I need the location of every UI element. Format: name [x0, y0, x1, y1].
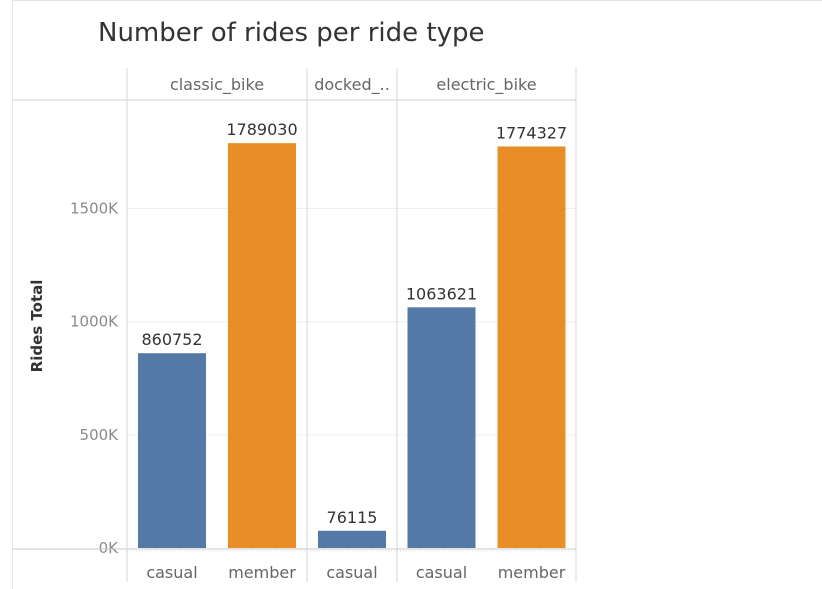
bar-classic_bike-member	[228, 143, 296, 548]
panel-header-docked_bike: docked_..	[314, 75, 390, 95]
category-label-classic_bike-member: member	[228, 563, 296, 582]
data-label-classic_bike-member: 1789030	[226, 120, 297, 139]
y-tick-label: 1000K	[70, 313, 119, 331]
frame-top-border	[12, 0, 822, 1]
data-label-docked_bike-casual: 76115	[327, 508, 378, 527]
panel-header-electric_bike: electric_bike	[436, 75, 536, 95]
category-label-electric_bike-member: member	[498, 563, 566, 582]
category-label-electric_bike-casual: casual	[416, 563, 467, 582]
category-label-docked_bike-casual: casual	[326, 563, 377, 582]
bar-classic_bike-casual	[138, 353, 206, 548]
bar-docked_bike-casual	[318, 530, 386, 548]
bar-electric_bike-member	[497, 146, 566, 549]
y-tick-label: 500K	[80, 426, 120, 444]
data-label-classic_bike-casual: 860752	[141, 330, 202, 349]
y-axis-label: Rides Total	[28, 280, 46, 373]
data-label-electric_bike-member: 1774327	[496, 123, 567, 142]
category-label-classic_bike-casual: casual	[146, 563, 197, 582]
data-label-electric_bike-casual: 1063621	[406, 284, 477, 303]
bar-electric_bike-casual	[407, 307, 476, 548]
frame-left-border	[12, 0, 13, 589]
chart-title: Number of rides per ride type	[98, 18, 485, 48]
y-tick-label: 0K	[99, 539, 120, 557]
y-tick-label: 1500K	[70, 200, 119, 218]
panel-header-classic_bike: classic_bike	[170, 75, 264, 95]
